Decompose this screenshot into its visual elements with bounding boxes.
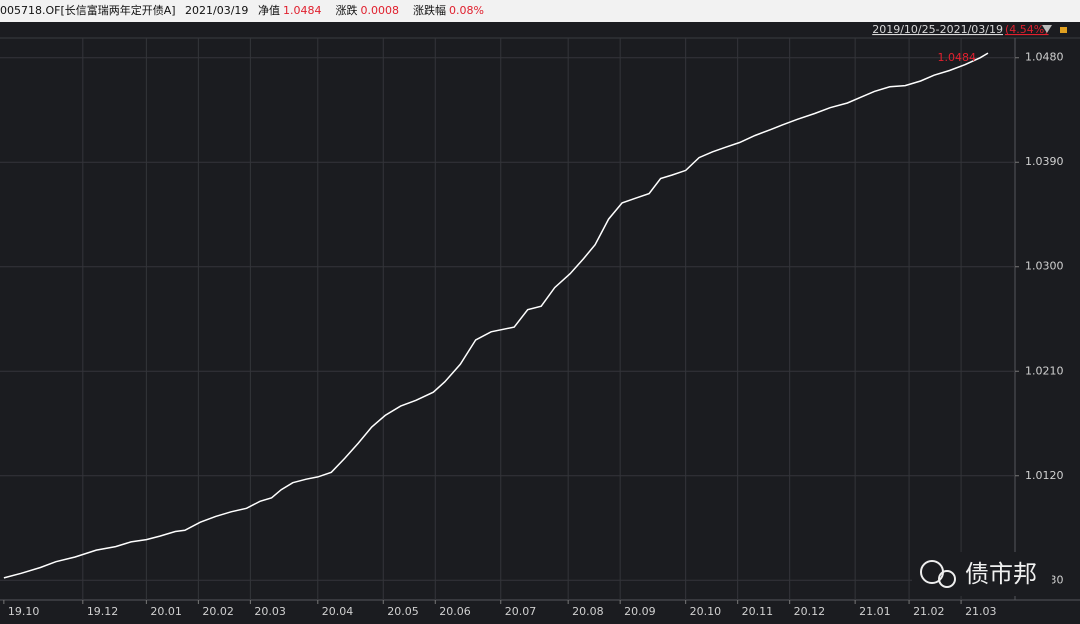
- y-tick-label: 1.0210: [1025, 364, 1064, 377]
- range-change: (4.54%): [1005, 23, 1049, 36]
- stat-label: 净值: [258, 3, 280, 17]
- stat-value: 0.08%: [449, 4, 484, 17]
- watermark-icon: [938, 570, 956, 588]
- x-tick-label: 20.12: [794, 605, 826, 618]
- x-tick-label: 21.01: [859, 605, 891, 618]
- range-bar: [0, 22, 1080, 38]
- stat-value: 1.0484: [283, 4, 322, 17]
- stat-label: 涨跌: [336, 3, 358, 17]
- watermark-bg: [912, 552, 1052, 596]
- x-tick-label: 20.07: [505, 605, 537, 618]
- y-tick-label: 1.0300: [1025, 260, 1064, 273]
- x-tick-label: 20.08: [572, 605, 604, 618]
- x-tick-label: 20.02: [202, 605, 234, 618]
- y-tick-label: 1.0480: [1025, 51, 1064, 64]
- y-tick-label: 1.0390: [1025, 155, 1064, 168]
- x-tick-label: 19.12: [87, 605, 119, 618]
- x-tick-label: 21.03: [965, 605, 997, 618]
- stat-value: 0.0008: [361, 4, 400, 17]
- y-tick-label: 1.0120: [1025, 469, 1064, 482]
- x-tick-label: 20.01: [150, 605, 182, 618]
- x-tick-label: 20.03: [254, 605, 286, 618]
- x-tick-label: 20.04: [322, 605, 354, 618]
- header-date: 2021/03/19: [185, 4, 248, 17]
- x-tick-label: 20.11: [742, 605, 774, 618]
- chart-title: 005718.OF[长信富瑞两年定开债A]: [0, 3, 176, 17]
- x-tick-label: 20.10: [690, 605, 722, 618]
- line-series: [3, 52, 989, 579]
- dropdown-icon[interactable]: [1042, 25, 1052, 33]
- end-value-label: 1.0484: [938, 51, 977, 64]
- x-tick-label: 20.06: [439, 605, 471, 618]
- stat-label: 涨跌幅: [413, 3, 446, 17]
- x-tick-label: 20.05: [387, 605, 419, 618]
- lock-icon[interactable]: [1060, 27, 1067, 33]
- x-tick-label: 19.10: [8, 605, 40, 618]
- range-text: 2019/10/25-2021/03/19: [872, 23, 1003, 36]
- x-tick-label: 20.09: [624, 605, 656, 618]
- x-tick-label: 21.02: [913, 605, 945, 618]
- header-bar: [0, 0, 1080, 22]
- watermark: 债市邦: [965, 560, 1037, 588]
